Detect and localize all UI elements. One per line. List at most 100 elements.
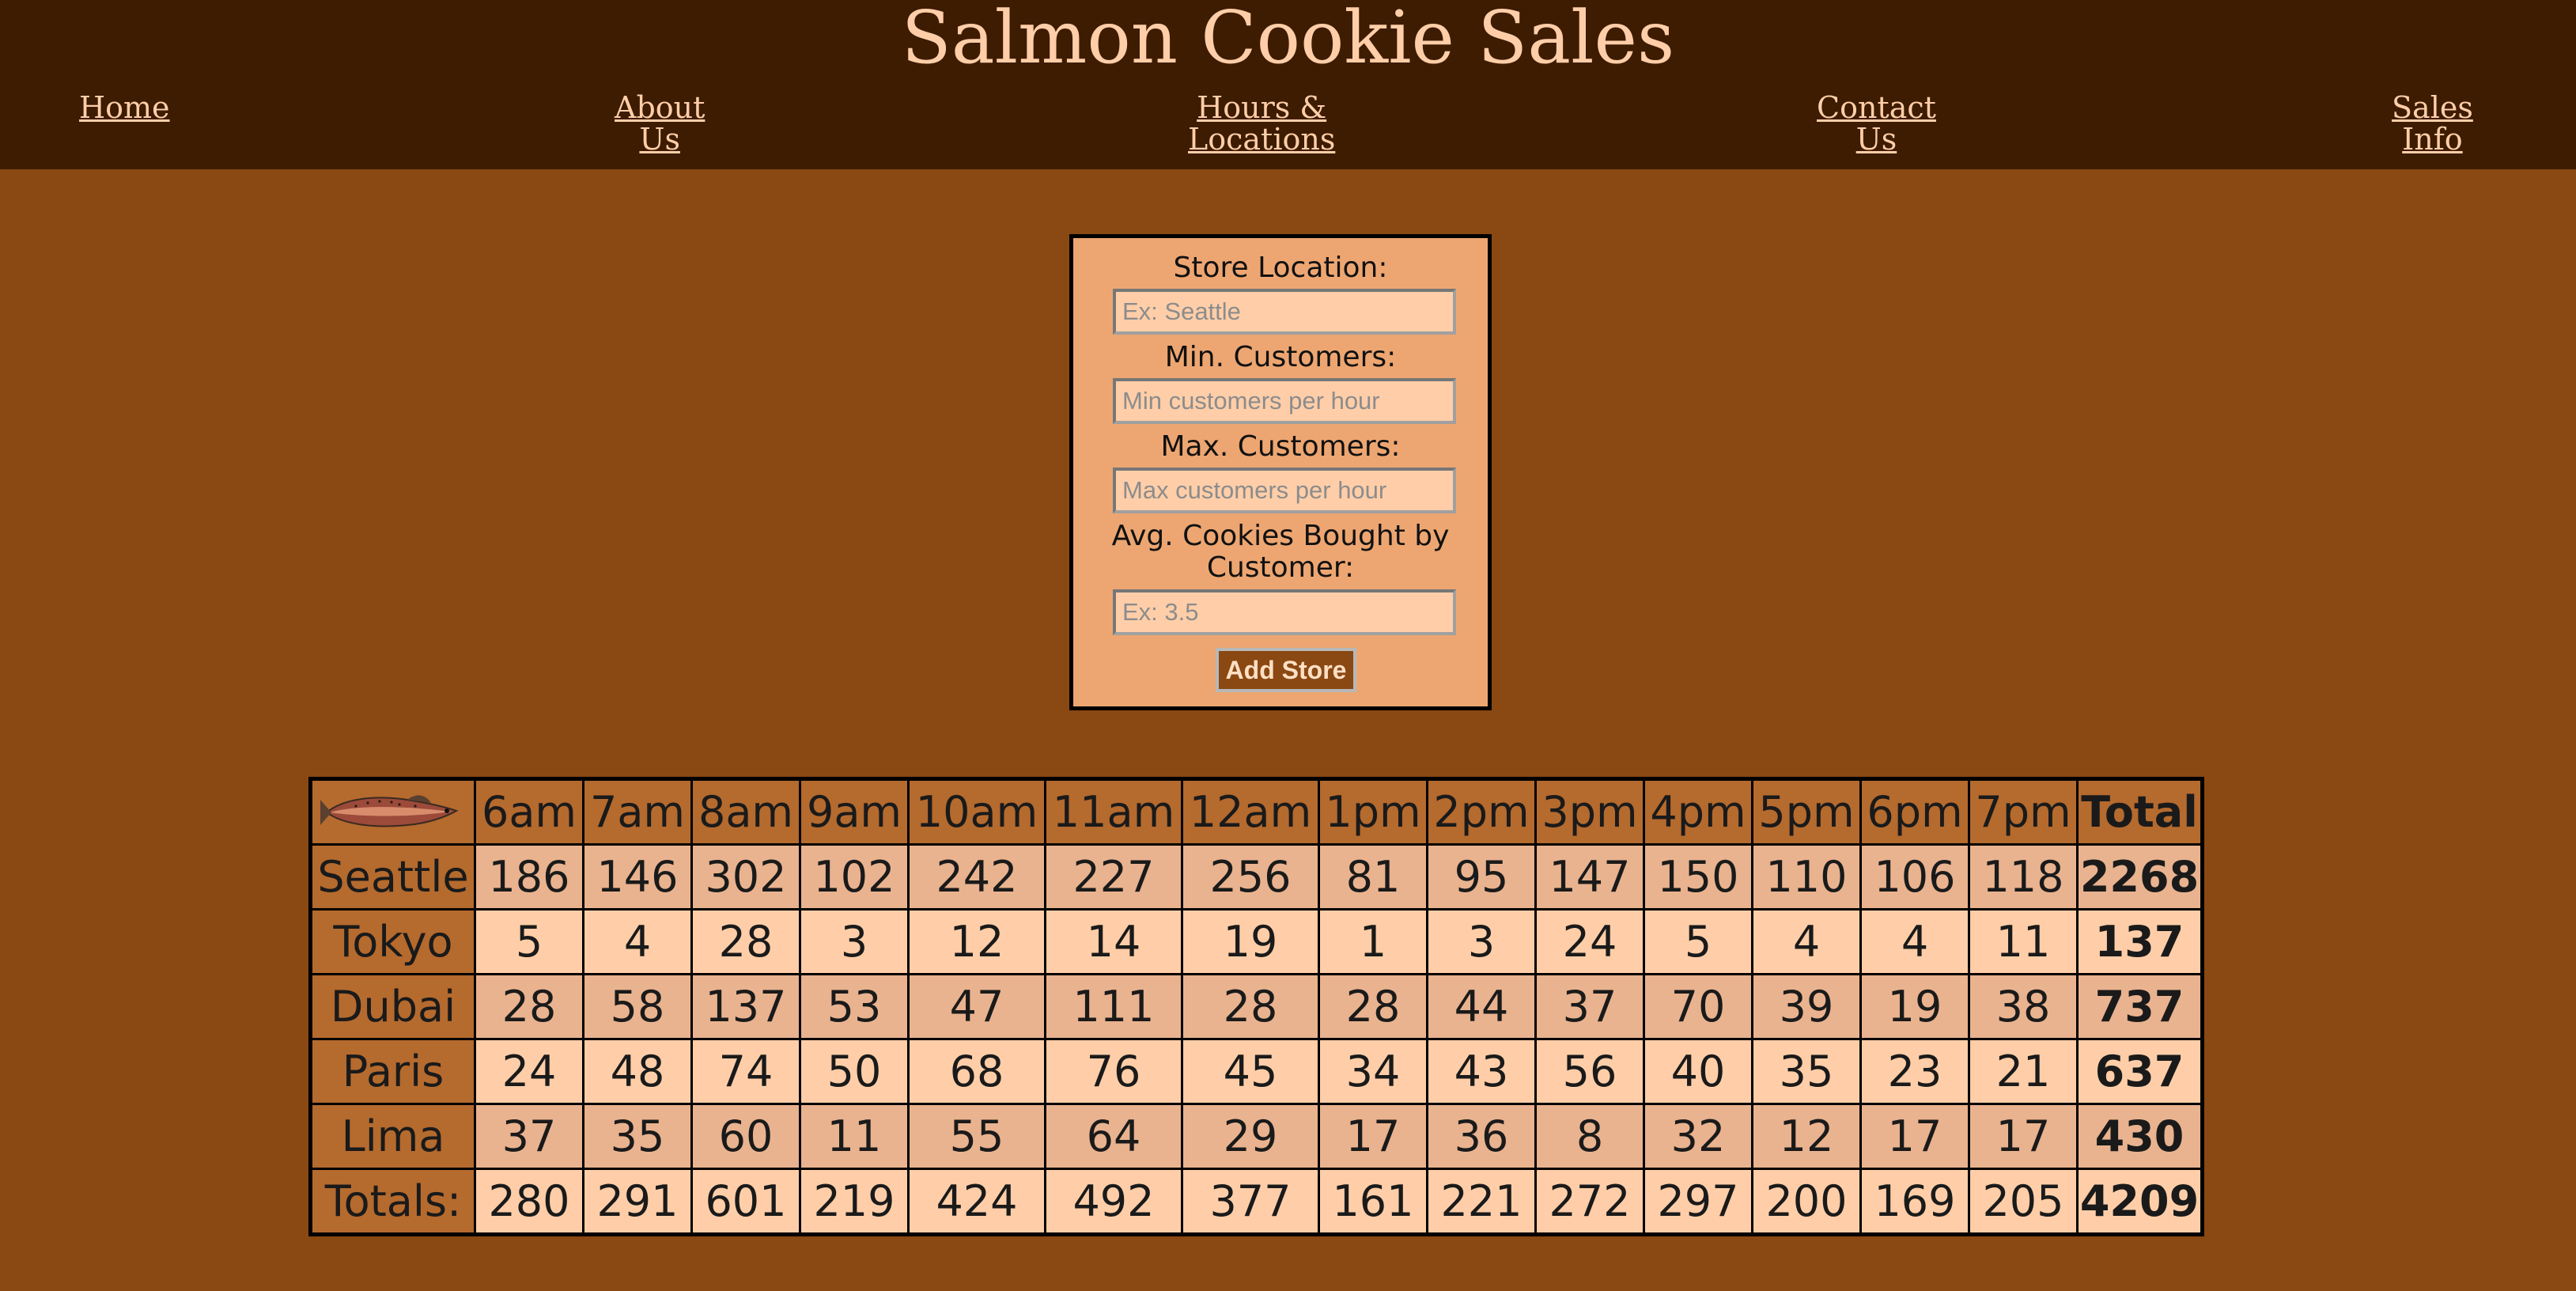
sales-cell: 35 bbox=[1751, 1038, 1862, 1105]
sales-cell: 28 bbox=[1181, 973, 1320, 1040]
sales-cell: 76 bbox=[1044, 1038, 1183, 1105]
sales-cell: 38 bbox=[1968, 973, 2079, 1040]
add-store-form: Store Location: Min. Customers: Max. Cus… bbox=[1069, 234, 1492, 710]
sales-cell: 36 bbox=[1426, 1103, 1537, 1170]
sales-cell: 11 bbox=[799, 1103, 910, 1170]
hour-total: 492 bbox=[1044, 1168, 1183, 1236]
hour-total: 169 bbox=[1859, 1168, 1970, 1236]
hour-total: 424 bbox=[907, 1168, 1046, 1236]
sales-cell: 3 bbox=[799, 908, 910, 975]
store-location-input[interactable] bbox=[1113, 289, 1456, 335]
sales-cell: 68 bbox=[907, 1038, 1046, 1105]
sales-cell: 256 bbox=[1181, 843, 1320, 911]
store-total: 637 bbox=[2076, 1038, 2203, 1105]
sales-cell: 34 bbox=[1318, 1038, 1428, 1105]
sales-cell: 118 bbox=[1968, 843, 2079, 911]
sales-cell: 137 bbox=[690, 973, 801, 1040]
sales-cell: 17 bbox=[1968, 1103, 2079, 1170]
avg-cookies-input[interactable] bbox=[1113, 589, 1456, 635]
sales-cell: 37 bbox=[474, 1103, 584, 1170]
store-total: 137 bbox=[2076, 908, 2203, 975]
sales-cell: 186 bbox=[474, 843, 584, 911]
store-name: Dubai bbox=[309, 973, 476, 1040]
sales-cell: 19 bbox=[1859, 973, 1970, 1040]
hour-header: 8am bbox=[690, 778, 801, 846]
corner-cell bbox=[309, 778, 476, 846]
avg-cookies-label: Avg. Cookies Bought by Customer: bbox=[1111, 520, 1450, 584]
sales-cell: 102 bbox=[799, 843, 910, 911]
hour-total: 221 bbox=[1426, 1168, 1537, 1236]
hour-header: 5pm bbox=[1751, 778, 1862, 846]
store-total: 737 bbox=[2076, 973, 2203, 1040]
hour-header: 11am bbox=[1044, 778, 1183, 846]
sales-cell: 45 bbox=[1181, 1038, 1320, 1105]
sales-cell: 29 bbox=[1181, 1103, 1320, 1170]
hour-total: 297 bbox=[1643, 1168, 1753, 1236]
sales-cell: 14 bbox=[1044, 908, 1183, 975]
sales-cell: 37 bbox=[1534, 973, 1645, 1040]
sales-cell: 43 bbox=[1426, 1038, 1537, 1105]
sales-cell: 39 bbox=[1751, 973, 1862, 1040]
hour-header: 6pm bbox=[1859, 778, 1970, 846]
nav-hours-link[interactable]: Hours & Locations bbox=[1188, 92, 1335, 155]
add-store-button[interactable]: Add Store bbox=[1216, 648, 1356, 692]
sales-cell: 302 bbox=[690, 843, 801, 911]
sales-table: 6am 7am 8am 9am 10am 11am 12am 1pm 2pm 3… bbox=[308, 777, 2204, 1236]
hour-header: 9am bbox=[799, 778, 910, 846]
sales-cell: 4 bbox=[1751, 908, 1862, 975]
nav-hours-label-2: Locations bbox=[1188, 122, 1336, 157]
max-customers-input[interactable] bbox=[1113, 468, 1456, 513]
sales-cell: 5 bbox=[474, 908, 584, 975]
nav-home-link[interactable]: Home bbox=[79, 92, 170, 123]
hour-total: 205 bbox=[1968, 1168, 2079, 1236]
sales-cell: 28 bbox=[690, 908, 801, 975]
nav-sales-label-1: Sales bbox=[2392, 90, 2473, 125]
nav-about-label-1: About bbox=[615, 90, 705, 125]
sales-cell: 5 bbox=[1643, 908, 1753, 975]
sales-cell: 21 bbox=[1968, 1038, 2079, 1105]
sales-cell: 50 bbox=[799, 1038, 910, 1105]
nav-contact-link[interactable]: Contact Us bbox=[1817, 92, 1936, 155]
nav-about-link[interactable]: About Us bbox=[615, 92, 705, 155]
store-name: Paris bbox=[309, 1038, 476, 1105]
hour-header: 6am bbox=[474, 778, 584, 846]
sales-cell: 23 bbox=[1859, 1038, 1970, 1105]
sales-cell: 12 bbox=[1751, 1103, 1862, 1170]
nav-sales-label-2: Info bbox=[2402, 122, 2463, 157]
sales-cell: 1 bbox=[1318, 908, 1428, 975]
sales-cell: 4 bbox=[582, 908, 693, 975]
store-location-label: Store Location: bbox=[1173, 252, 1388, 284]
sales-cell: 81 bbox=[1318, 843, 1428, 911]
salmon-icon bbox=[320, 794, 459, 827]
sales-cell: 48 bbox=[582, 1038, 693, 1105]
nav-home-label: Home bbox=[79, 90, 170, 125]
sales-cell: 24 bbox=[474, 1038, 584, 1105]
sales-cell: 8 bbox=[1534, 1103, 1645, 1170]
sales-cell: 70 bbox=[1643, 973, 1753, 1040]
sales-cell: 56 bbox=[1534, 1038, 1645, 1105]
nav-hours-label-1: Hours & bbox=[1197, 90, 1327, 125]
store-name: Tokyo bbox=[309, 908, 476, 975]
nav-sales-link[interactable]: Sales Info bbox=[2392, 92, 2473, 155]
hour-total: 272 bbox=[1534, 1168, 1645, 1236]
sales-cell: 19 bbox=[1181, 908, 1320, 975]
sales-cell: 111 bbox=[1044, 973, 1183, 1040]
sales-cell: 40 bbox=[1643, 1038, 1753, 1105]
table-row: Lima 37 35 60 11 55 64 29 17 36 8 32 12 … bbox=[309, 1103, 2203, 1170]
hour-total: 219 bbox=[799, 1168, 910, 1236]
store-name: Seattle bbox=[309, 843, 476, 911]
table-row: Paris 24 48 74 50 68 76 45 34 43 56 40 3… bbox=[309, 1038, 2203, 1105]
total-header: Total bbox=[2076, 778, 2203, 846]
sales-cell: 95 bbox=[1426, 843, 1537, 911]
sales-cell: 60 bbox=[690, 1103, 801, 1170]
nav-contact-label-1: Contact bbox=[1817, 90, 1936, 125]
hour-header: 3pm bbox=[1534, 778, 1645, 846]
nav-about-label-2: Us bbox=[639, 122, 680, 157]
min-customers-input[interactable] bbox=[1113, 378, 1456, 424]
store-total: 430 bbox=[2076, 1103, 2203, 1170]
sales-cell: 28 bbox=[1318, 973, 1428, 1040]
hour-header: 2pm bbox=[1426, 778, 1537, 846]
sales-cell: 227 bbox=[1044, 843, 1183, 911]
min-customers-label: Min. Customers: bbox=[1164, 341, 1397, 373]
hour-header: 4pm bbox=[1643, 778, 1753, 846]
